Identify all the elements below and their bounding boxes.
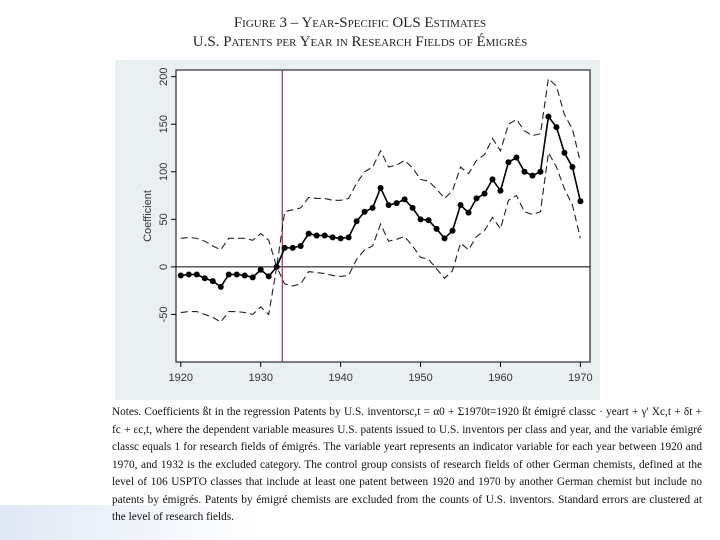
- point: [217, 283, 224, 290]
- point: [569, 164, 576, 171]
- point: [489, 176, 496, 183]
- point: [521, 168, 528, 175]
- chart-title: Figure 3 – Year-Specific OLS Estimates: [233, 15, 487, 31]
- point: [449, 227, 456, 234]
- point: [297, 242, 304, 249]
- x-tick-label: 1950: [408, 372, 432, 384]
- point: [225, 271, 232, 278]
- point: [289, 244, 296, 251]
- titles: Figure 3 – Year-Specific OLS Estimates U…: [0, 14, 720, 52]
- point: [465, 209, 472, 216]
- point: [401, 196, 408, 203]
- point: [385, 202, 392, 209]
- point: [361, 208, 368, 215]
- x-tick-label: 1930: [248, 372, 272, 384]
- y-tick-label: 0: [158, 264, 170, 270]
- y-tick-label: 150: [158, 115, 170, 133]
- chart-subtitle: U.S. Patents per Year in Research Fields…: [192, 34, 528, 50]
- point: [537, 168, 544, 175]
- notes: Notes. Coefficients ßt in the regression…: [112, 406, 702, 523]
- point: [513, 154, 520, 161]
- point: [265, 273, 272, 280]
- series-line: [180, 77, 581, 268]
- point: [553, 124, 560, 131]
- point: [545, 113, 552, 120]
- point: [313, 232, 320, 239]
- point: [249, 274, 256, 281]
- point: [425, 217, 432, 224]
- x-tick-label: 1960: [488, 372, 512, 384]
- point: [505, 159, 512, 166]
- point: [209, 278, 216, 285]
- point: [481, 190, 488, 197]
- y-axis-label: Coefficient: [142, 190, 154, 242]
- point: [353, 218, 360, 225]
- point: [441, 235, 448, 242]
- point: [201, 275, 208, 282]
- y-tick-label: 100: [158, 163, 170, 181]
- point: [561, 149, 568, 156]
- y-tick-label: 50: [158, 213, 170, 225]
- point: [193, 271, 200, 278]
- decoration: [0, 505, 260, 540]
- point: [497, 187, 504, 194]
- point: [393, 200, 400, 207]
- x-tick-label: 1940: [328, 372, 352, 384]
- series-line: [180, 151, 581, 323]
- point: [433, 225, 440, 232]
- point: [577, 198, 584, 205]
- point: [377, 184, 384, 191]
- point: [241, 272, 248, 279]
- point: [369, 204, 376, 211]
- point: [185, 271, 192, 278]
- point: [305, 230, 312, 237]
- point: [257, 266, 264, 273]
- point: [329, 234, 336, 241]
- plot-area: [175, 69, 591, 363]
- y-tick-label: 200: [158, 67, 170, 85]
- point: [321, 232, 328, 239]
- point: [409, 204, 416, 211]
- point: [529, 172, 536, 179]
- point: [273, 263, 280, 270]
- x-tick-label: 1970: [568, 372, 592, 384]
- point: [345, 234, 352, 241]
- point: [233, 271, 240, 278]
- point: [281, 244, 288, 251]
- point: [337, 235, 344, 242]
- x-tick-label: 1920: [169, 372, 193, 384]
- point: [417, 216, 424, 223]
- point: [457, 202, 464, 209]
- y-tick-label: -50: [158, 306, 170, 322]
- point: [177, 272, 184, 279]
- point: [473, 195, 480, 202]
